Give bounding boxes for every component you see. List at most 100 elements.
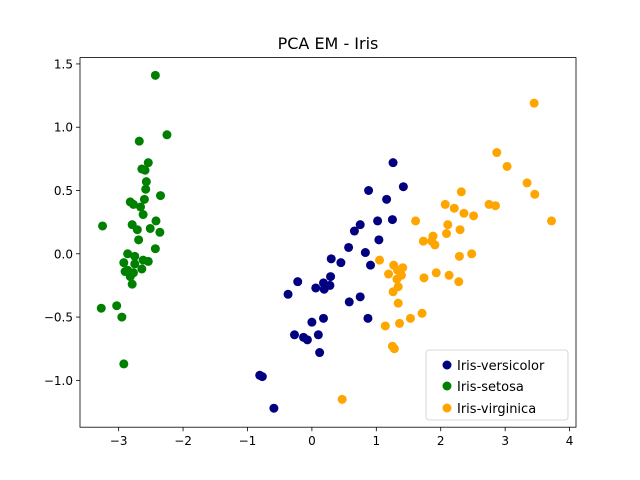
point-virginica: [443, 220, 453, 230]
x-tick-label: 1: [372, 434, 380, 448]
point-versicolor: [326, 254, 336, 264]
point-setosa: [119, 258, 129, 268]
point-setosa: [145, 223, 155, 233]
point-versicolor: [257, 372, 267, 382]
point-versicolor: [373, 216, 383, 226]
point-versicolor: [318, 313, 328, 323]
point-setosa: [125, 272, 135, 282]
point-virginica: [417, 308, 427, 318]
legend-marker-setosa: [442, 381, 452, 391]
point-virginica: [384, 269, 394, 279]
point-setosa: [156, 191, 166, 201]
point-setosa: [134, 136, 144, 146]
point-versicolor: [355, 220, 365, 230]
point-setosa: [139, 194, 149, 204]
point-setosa: [117, 312, 127, 322]
point-setosa: [141, 177, 151, 187]
legend-frame: [425, 349, 569, 421]
y-tick-label: 0.0: [54, 247, 73, 261]
point-setosa: [138, 210, 148, 220]
point-versicolor: [360, 248, 370, 258]
point-versicolor: [344, 242, 354, 252]
scatter-points: [96, 70, 557, 413]
point-setosa: [150, 70, 160, 80]
x-tick-label: 2: [437, 434, 445, 448]
point-setosa: [143, 256, 153, 266]
x-tick-label: −1: [239, 434, 257, 448]
point-setosa: [134, 235, 144, 245]
point-virginica: [337, 394, 347, 404]
point-virginica: [467, 249, 477, 259]
chart-title: PCA EM - Iris: [278, 34, 379, 53]
point-setosa: [162, 130, 172, 140]
point-virginica: [454, 277, 464, 287]
y-tick-label: 0.5: [54, 184, 73, 198]
point-setosa: [96, 303, 106, 313]
point-virginica: [392, 274, 402, 284]
y-tick-label: 1.0: [54, 121, 73, 135]
x-tick-label: 4: [566, 434, 574, 448]
point-virginica: [388, 287, 398, 297]
legend-label-setosa: Iris-setosa: [457, 380, 524, 395]
point-virginica: [442, 229, 452, 239]
point-versicolor: [355, 292, 365, 302]
point-versicolor: [344, 297, 354, 307]
point-versicolor: [315, 348, 325, 358]
point-versicolor: [313, 330, 323, 340]
point-setosa: [127, 279, 137, 289]
point-setosa: [136, 202, 146, 212]
point-versicolor: [382, 194, 392, 204]
point-virginica: [395, 318, 405, 328]
point-virginica: [456, 187, 466, 197]
point-virginica: [502, 161, 512, 171]
point-versicolor: [364, 186, 374, 196]
point-setosa: [130, 251, 140, 261]
point-versicolor: [269, 403, 279, 413]
point-versicolor: [326, 272, 336, 282]
point-virginica: [490, 201, 500, 211]
point-virginica: [389, 344, 399, 354]
point-virginica: [419, 273, 429, 283]
x-axis: −3 −2 −1 0 1 2 3 4: [110, 427, 574, 448]
x-tick-label: 0: [308, 434, 316, 448]
point-versicolor: [311, 283, 321, 293]
y-axis: −1.0 −0.5 0.0 0.5 1.0 1.5: [44, 57, 80, 388]
point-virginica: [522, 178, 532, 188]
point-virginica: [547, 216, 557, 226]
point-virginica: [380, 321, 390, 331]
point-setosa: [150, 244, 160, 254]
y-tick-label: −1.0: [44, 374, 73, 388]
point-setosa: [112, 301, 122, 311]
point-virginica: [530, 189, 540, 199]
point-setosa: [123, 249, 133, 259]
point-setosa: [128, 199, 138, 209]
point-virginica: [454, 251, 464, 261]
legend-marker-virginica: [442, 403, 452, 413]
point-versicolor: [349, 226, 359, 236]
point-virginica: [393, 298, 403, 308]
point-versicolor: [283, 289, 293, 299]
x-tick-label: −3: [110, 434, 128, 448]
point-versicolor: [302, 335, 312, 345]
point-versicolor: [290, 330, 300, 340]
point-virginica: [529, 98, 539, 108]
point-versicolor: [374, 235, 384, 245]
point-setosa: [141, 184, 151, 194]
point-virginica: [418, 236, 428, 246]
point-virginica: [455, 225, 465, 235]
point-virginica: [469, 211, 479, 221]
point-setosa: [137, 264, 147, 274]
legend: Iris-versicolor Iris-setosa Iris-virgini…: [425, 349, 569, 421]
y-tick-label: 1.5: [54, 57, 73, 71]
point-versicolor: [388, 158, 398, 168]
legend-label-versicolor: Iris-versicolor: [457, 359, 545, 374]
legend-marker-versicolor: [442, 360, 452, 370]
legend-label-virginica: Iris-virginica: [457, 402, 536, 417]
plot-area-frame: [79, 57, 577, 428]
point-versicolor: [398, 182, 408, 192]
x-tick-label: −2: [174, 434, 192, 448]
point-virginica: [440, 199, 450, 209]
point-versicolor: [366, 260, 376, 270]
y-tick-label: −0.5: [44, 311, 73, 325]
